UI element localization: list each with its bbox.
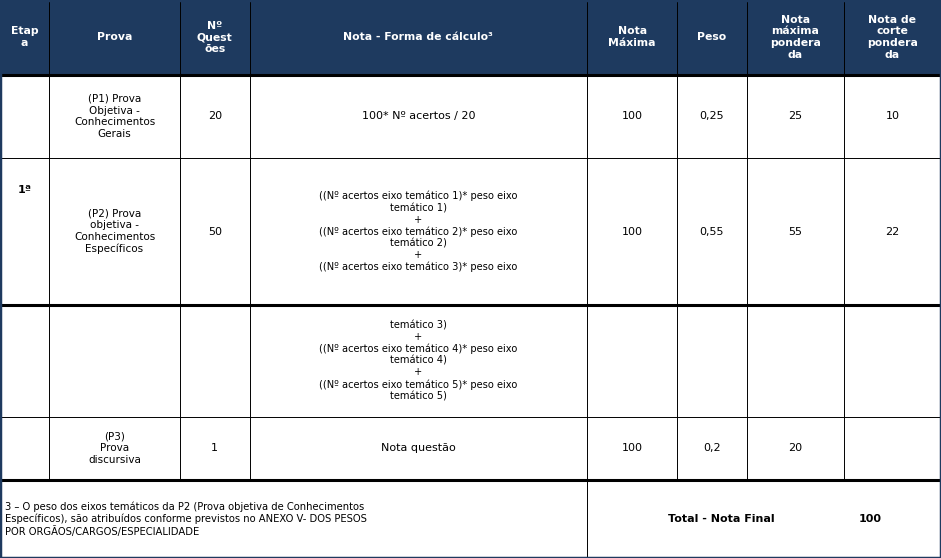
Text: 25: 25 xyxy=(789,112,803,121)
Text: 100: 100 xyxy=(622,444,643,454)
Bar xyxy=(0,480,941,558)
Text: 100: 100 xyxy=(622,112,643,121)
Text: Nota de
corte
pondera
da: Nota de corte pondera da xyxy=(867,15,917,60)
Text: ((Nº acertos eixo temático 1)* peso eixo
temático 1)
+
((Nº acertos eixo temátic: ((Nº acertos eixo temático 1)* peso eixo… xyxy=(319,191,518,272)
Text: Etap
a: Etap a xyxy=(10,26,39,48)
Text: 20: 20 xyxy=(208,112,222,121)
Bar xyxy=(0,75,941,158)
Text: 100* Nº acertos / 20: 100* Nº acertos / 20 xyxy=(361,112,475,121)
Text: Nota
Máxima: Nota Máxima xyxy=(609,26,656,48)
Text: 22: 22 xyxy=(885,227,900,237)
Text: 55: 55 xyxy=(789,227,803,237)
Text: 3 – O peso dos eixos temáticos da P2 (Prova objetiva de Conhecimentos
Específico: 3 – O peso dos eixos temáticos da P2 (Pr… xyxy=(5,501,367,537)
Text: (P3)
Prova
discursiva: (P3) Prova discursiva xyxy=(88,432,141,465)
Bar xyxy=(0,305,941,417)
Text: 100: 100 xyxy=(859,514,882,524)
Text: 1: 1 xyxy=(212,444,218,454)
Text: Total - Nota Final: Total - Nota Final xyxy=(668,514,774,524)
Bar xyxy=(0,158,941,305)
Text: Prova: Prova xyxy=(97,32,133,42)
Text: Peso: Peso xyxy=(697,32,726,42)
Text: (P2) Prova
objetiva -
Conhecimentos
Específicos: (P2) Prova objetiva - Conhecimentos Espe… xyxy=(74,209,155,254)
Bar xyxy=(0,0,941,75)
Text: 20: 20 xyxy=(789,444,803,454)
Text: 50: 50 xyxy=(208,227,222,237)
Text: Nota questão: Nota questão xyxy=(381,444,455,454)
Text: 10: 10 xyxy=(885,112,900,121)
Text: 100: 100 xyxy=(622,227,643,237)
Text: 0,55: 0,55 xyxy=(700,227,725,237)
Text: 0,25: 0,25 xyxy=(699,112,725,121)
Text: Nº
Quest
ões: Nº Quest ões xyxy=(197,21,232,54)
Text: (P1) Prova
Objetiva -
Conhecimentos
Gerais: (P1) Prova Objetiva - Conhecimentos Gera… xyxy=(74,94,155,139)
Text: Nota
máxima
pondera
da: Nota máxima pondera da xyxy=(770,15,821,60)
Text: temático 3)
+
((Nº acertos eixo temático 4)* peso eixo
temático 4)
+
((Nº acerto: temático 3) + ((Nº acertos eixo temático… xyxy=(319,320,518,401)
Text: 0,2: 0,2 xyxy=(703,444,721,454)
Text: 1ª: 1ª xyxy=(18,185,32,195)
Bar xyxy=(0,417,941,480)
Text: Nota - Forma de cálculo³: Nota - Forma de cálculo³ xyxy=(343,32,493,42)
